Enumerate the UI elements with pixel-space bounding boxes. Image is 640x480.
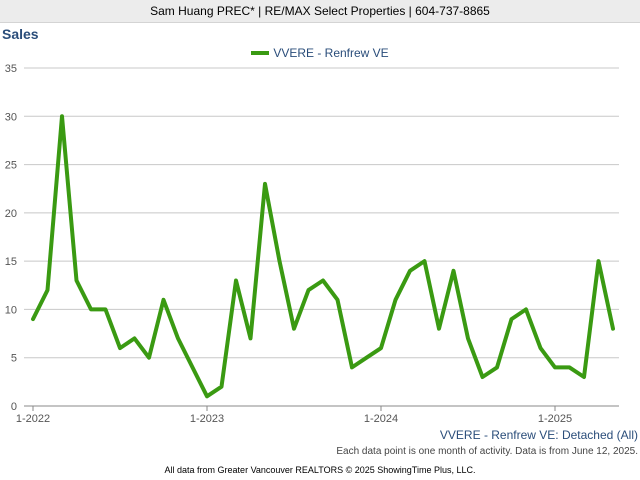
x-tick-label: 1-2025 <box>538 413 572 425</box>
y-tick-label: 20 <box>5 208 17 220</box>
legend-swatch <box>251 50 270 55</box>
header-text: Sam Huang PREC* | RE/MAX Select Properti… <box>150 4 490 18</box>
header-bar: Sam Huang PREC* | RE/MAX Select Properti… <box>0 0 640 23</box>
y-tick-label: 15 <box>5 256 17 268</box>
y-tick-label: 25 <box>5 160 17 172</box>
y-tick-label: 5 <box>11 353 17 365</box>
x-tick-label: 1-2022 <box>16 413 50 425</box>
series-line <box>31 114 615 399</box>
legend-label: VVERE - Renfrew VE <box>273 46 389 60</box>
y-tick-label: 35 <box>5 63 17 75</box>
y-tick-label: 0 <box>11 401 17 413</box>
x-tick-label: 1-2023 <box>190 413 224 425</box>
y-tick-label: 10 <box>5 304 17 316</box>
x-tick-label: 1-2024 <box>364 413 398 425</box>
chart-title: Sales <box>2 26 39 42</box>
footer-series-label: VVERE - Renfrew VE: Detached (All) <box>439 428 638 442</box>
footer-credit: All data from Greater Vancouver REALTORS… <box>164 465 476 475</box>
footer-note: Each data point is one month of activity… <box>336 446 638 457</box>
legend[interactable]: VVERE - Renfrew VE <box>0 46 640 60</box>
y-tick-label: 30 <box>5 111 17 123</box>
